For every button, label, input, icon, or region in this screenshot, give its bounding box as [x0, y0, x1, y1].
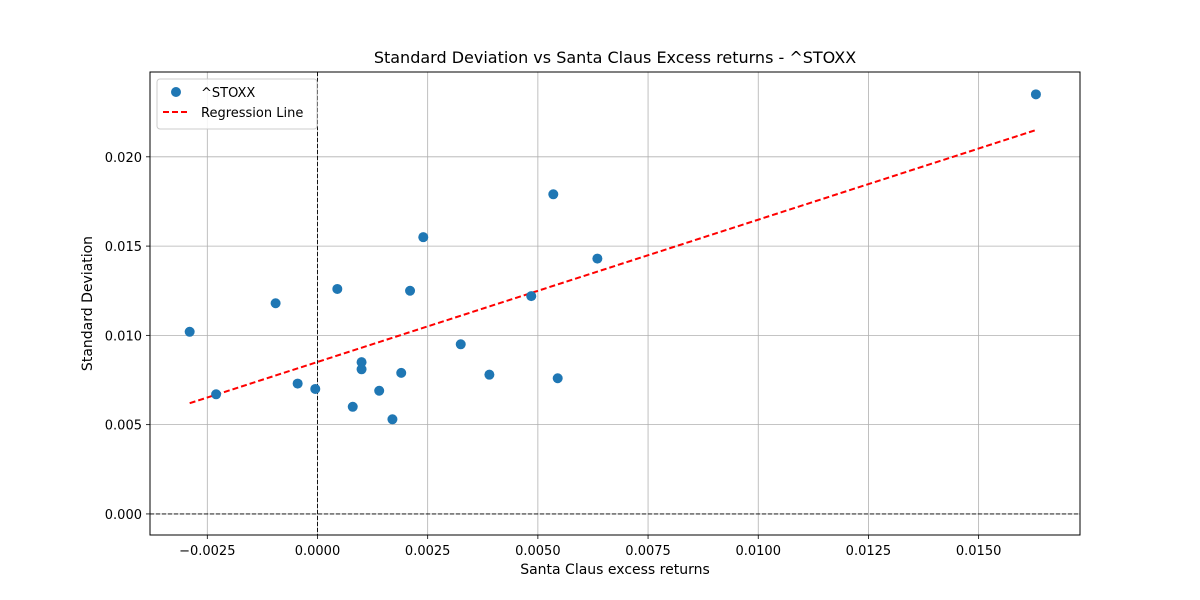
data-points	[184, 89, 1041, 425]
x-tick-label: 0.0025	[405, 544, 451, 559]
x-tick-label: 0.0000	[295, 544, 341, 559]
legend-box	[156, 78, 318, 130]
y-tick-label: 0.000	[105, 508, 142, 523]
data-point	[356, 357, 367, 368]
chart-title: Standard Deviation vs Santa Claus Excess…	[374, 48, 856, 67]
legend-label: ^STOXX	[201, 86, 255, 101]
data-point	[347, 401, 358, 412]
legend: ^STOXX Regression Line	[156, 78, 318, 130]
legend-label: Regression Line	[201, 106, 303, 121]
data-point	[405, 285, 416, 296]
grid-lines	[150, 72, 1080, 535]
x-tick-label: 0.0050	[515, 544, 561, 559]
x-tick-label: 0.0075	[625, 544, 671, 559]
data-point	[1030, 89, 1041, 100]
regression-line-layer	[189, 129, 1037, 405]
plot-frame	[149, 71, 1081, 536]
data-point	[310, 383, 321, 394]
data-point	[356, 364, 367, 375]
regression-line	[189, 129, 1037, 405]
y-tick-label: 0.010	[105, 329, 142, 344]
data-point	[332, 283, 343, 294]
data-point	[211, 389, 222, 400]
data-point	[526, 291, 537, 302]
data-point	[418, 232, 429, 243]
data-point	[374, 385, 385, 396]
data-point	[184, 326, 195, 337]
y-tick-label: 0.020	[105, 151, 142, 166]
data-point	[548, 189, 559, 200]
x-tick-label: 0.0150	[956, 544, 1002, 559]
x-tick-label: 0.0125	[846, 544, 892, 559]
x-axis-label: Santa Claus excess returns	[520, 562, 710, 578]
reference-lines	[150, 72, 1080, 535]
x-tick-label: 0.0100	[735, 544, 781, 559]
y-tick-label: 0.015	[105, 240, 142, 255]
data-point	[396, 367, 407, 378]
data-point	[552, 373, 563, 384]
x-axis-ticks: −0.0025 0.0000 0.0025 0.0050 0.0075 0.0100 0.0…	[179, 535, 1001, 559]
y-axis-label: Standard Deviation	[80, 236, 96, 371]
y-tick-label: 0.005	[105, 419, 142, 434]
data-point	[592, 253, 603, 264]
data-point	[484, 369, 495, 380]
x-tick-label: −0.0025	[179, 544, 235, 559]
data-point	[292, 378, 303, 389]
data-point	[387, 414, 398, 425]
data-point	[455, 339, 466, 350]
legend-point-swatch	[171, 87, 181, 97]
data-point	[270, 298, 281, 309]
y-axis-ticks: 0.000 0.005 0.010 0.015 0.020	[105, 151, 150, 523]
